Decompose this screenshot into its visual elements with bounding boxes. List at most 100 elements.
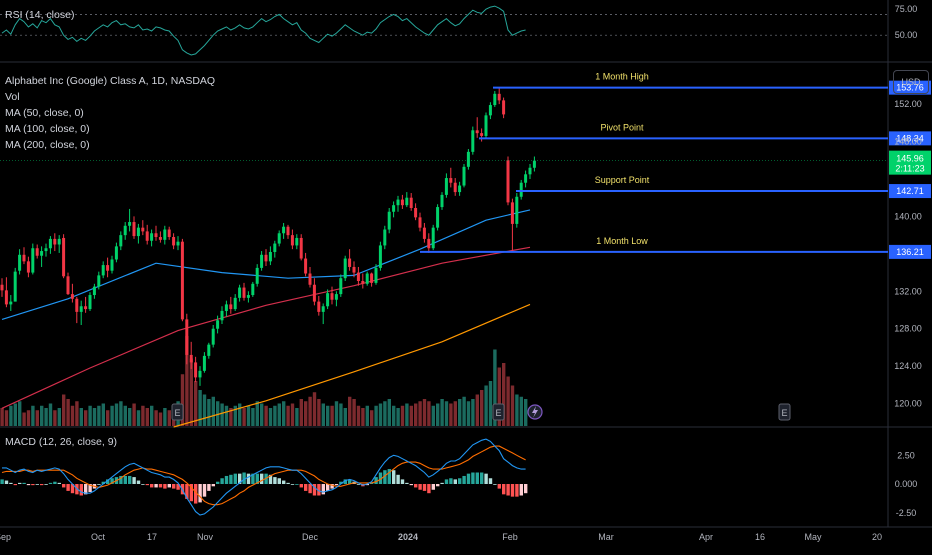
candle-body	[224, 304, 228, 311]
candle-body	[497, 93, 501, 101]
macd-histogram-bar	[400, 479, 405, 484]
candle-body	[418, 217, 422, 228]
macd-histogram-bar	[436, 484, 440, 487]
volume-bar	[392, 405, 396, 426]
candle-body	[84, 306, 88, 310]
volume-bar	[295, 408, 299, 426]
volume-bar	[110, 405, 114, 426]
volume-bar	[136, 410, 141, 426]
candle-body	[462, 166, 466, 186]
level-label: 1 Month Low	[596, 236, 648, 246]
volume-bar	[31, 405, 35, 426]
volume-bar	[480, 390, 484, 426]
time-axis-tick: Apr	[699, 532, 713, 542]
earnings-marker-label: E	[781, 408, 787, 418]
level-price-tag-text: 142.71	[896, 186, 924, 196]
candle-body	[194, 362, 198, 378]
candle-body	[119, 235, 123, 247]
candle-body	[44, 248, 48, 252]
volume-bar	[458, 399, 462, 426]
candle-body	[114, 246, 118, 260]
currency-button[interactable]: USD	[893, 70, 929, 94]
candle-body	[101, 265, 105, 276]
candle-body	[4, 290, 8, 305]
candle-body	[321, 306, 325, 312]
candle-body	[374, 267, 378, 283]
candle-body	[264, 254, 268, 262]
candle-body	[422, 227, 426, 239]
macd-histogram-bar	[282, 480, 286, 484]
candle-body	[220, 310, 224, 321]
macd-histogram-bar	[224, 475, 229, 484]
volume-bar	[365, 405, 369, 426]
current-price-tag	[889, 150, 931, 175]
volume-bar	[321, 403, 325, 426]
macd-histogram-bar	[260, 473, 264, 484]
volume-bar	[378, 403, 383, 426]
macd-histogram-bar	[176, 484, 180, 490]
candle-body	[348, 258, 352, 267]
volume-bar	[35, 410, 39, 426]
macd-histogram-bar	[348, 479, 352, 484]
macd-histogram-bar	[211, 484, 215, 487]
candle-body	[431, 227, 435, 249]
macd-histogram-bar	[198, 484, 202, 503]
candle-body	[185, 319, 189, 355]
volume-bar	[334, 401, 339, 426]
earnings-marker	[778, 403, 791, 421]
volume-bar	[497, 367, 501, 426]
macd-histogram-bar	[202, 484, 207, 497]
volume-bar	[202, 394, 207, 426]
candle-body	[88, 295, 92, 310]
macd-histogram-bar	[242, 472, 246, 484]
volume-bar	[158, 412, 163, 426]
macd-histogram-bar	[475, 472, 479, 484]
candle-body	[392, 205, 396, 212]
price-axis-tick: 120.00	[894, 399, 922, 409]
macd-histogram-bar	[229, 474, 233, 484]
earnings-marker	[171, 403, 184, 421]
macd-axis-tick: 2.50	[897, 450, 915, 460]
macd-histogram-bar	[299, 484, 303, 488]
candle-body	[488, 105, 492, 116]
volume-bar	[246, 405, 251, 426]
volume-bar	[255, 401, 259, 426]
time-axis-tick: May	[804, 532, 822, 542]
rsi-label: RSI (14, close)	[5, 9, 75, 21]
candle-body	[62, 237, 66, 277]
candle-body	[528, 167, 532, 175]
macd-histogram-bar	[444, 479, 449, 484]
macd-signal-line	[1, 445, 526, 506]
macd-histogram-bar	[414, 484, 418, 488]
macd-histogram-bar	[84, 484, 88, 495]
macd-histogram-bar	[207, 484, 211, 491]
macd-histogram-bar	[510, 484, 515, 497]
candle-body	[383, 229, 387, 246]
time-axis-tick: Mar	[598, 532, 614, 542]
symbol-title: Alphabet Inc (Google) Class A, 1D, NASDA…	[5, 75, 216, 87]
candle-body	[273, 243, 277, 252]
volume-bar	[290, 403, 295, 426]
volume-bar	[273, 405, 277, 426]
volume-bar	[128, 408, 132, 426]
candle-body	[326, 293, 330, 307]
time-axis-tick: 2024	[398, 532, 418, 542]
level-label: 1 Month High	[595, 72, 649, 82]
volume-bar	[277, 403, 281, 426]
volume-bar	[242, 408, 246, 426]
candle-body	[502, 100, 506, 115]
volume-bar	[356, 405, 361, 426]
volume-bar	[101, 403, 105, 426]
volume-bar	[84, 410, 88, 426]
volume-bar	[484, 385, 488, 426]
volume-bar	[312, 392, 317, 426]
candle-body	[519, 182, 523, 197]
candle-body	[92, 286, 96, 296]
candle-body	[466, 151, 470, 167]
macd-histogram-bar	[110, 478, 114, 484]
level-price-tag	[889, 184, 931, 199]
levels-layer[interactable]: 1 Month High 153.76 Pivot Point 148.34 Suppo…	[0, 72, 931, 259]
volume-bar	[180, 374, 185, 426]
